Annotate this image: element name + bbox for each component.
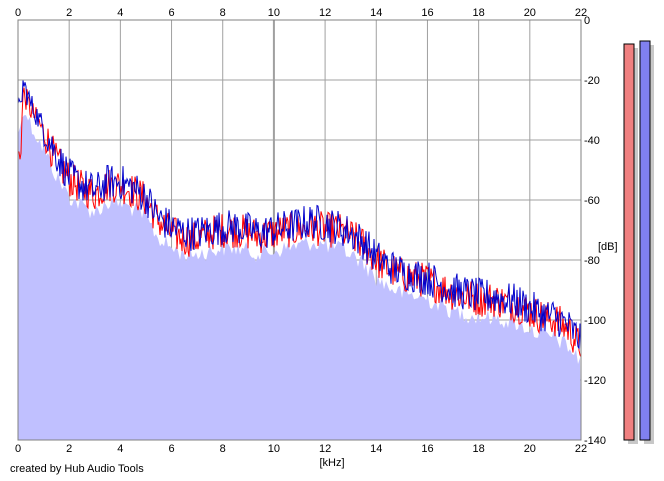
y-tick-label: -40: [584, 135, 600, 147]
x-ticks-top: 0 2 4 6 8 10 12 14 16 18 20 22: [15, 7, 587, 19]
x-tick-label-top: 22: [575, 7, 587, 19]
y-tick-label: -60: [584, 195, 600, 207]
x-tick-label-bottom: 18: [473, 443, 485, 455]
y-tick-label: -120: [584, 375, 606, 387]
x-tick-label-top: 10: [268, 7, 280, 19]
x-tick-label-top: 18: [473, 7, 485, 19]
y-tick-label: 0: [584, 15, 590, 27]
x-tick-label-bottom: 8: [220, 443, 226, 455]
x-tick-label-top: 12: [319, 7, 331, 19]
x-tick-label-top: 14: [370, 7, 382, 19]
x-tick-label-bottom: 10: [268, 443, 280, 455]
meter-left: [623, 43, 635, 441]
x-tick-label-top: 0: [15, 7, 21, 19]
x-tick-label-top: 16: [421, 7, 433, 19]
meter-right: [639, 40, 651, 441]
x-tick-label-bottom: 4: [117, 443, 123, 455]
x-tick-label-top: 20: [524, 7, 536, 19]
x-tick-label-top: 8: [220, 7, 226, 19]
x-tick-label-bottom: 16: [421, 443, 433, 455]
series-right-channel: [17, 80, 582, 350]
x-tick-label-bottom: 14: [370, 443, 382, 455]
x-tick-label-bottom: 6: [168, 443, 174, 455]
x-tick-label-bottom: 0: [15, 443, 21, 455]
x-tick-label-bottom: 22: [575, 443, 587, 455]
x-axis-label: [kHz]: [319, 457, 344, 469]
footer-credit: created by Hub Audio Tools: [10, 463, 144, 475]
y-ticks: 0 -20 -40 -60 -80 -100 -120 -140: [584, 15, 606, 447]
x-ticks-bottom: 0 2 4 6 8 10 12 14 16 18 20 22: [15, 443, 587, 455]
x-tick-label-bottom: 20: [524, 443, 536, 455]
series-lines: [17, 80, 582, 357]
x-tick-label-bottom: 2: [66, 443, 72, 455]
plot-frame: [17, 19, 582, 441]
spectrum-fill: [18, 115, 581, 441]
y-tick-label: -100: [584, 315, 606, 327]
x-tick-label-bottom: 12: [319, 443, 331, 455]
x-tick-label-top: 6: [168, 7, 174, 19]
x-tick-label-top: 4: [117, 7, 123, 19]
y-tick-label: -140: [584, 435, 606, 447]
y-tick-label: -80: [584, 255, 600, 267]
level-meters: [623, 40, 654, 444]
y-axis-label: [dB]: [598, 241, 618, 253]
x-tick-label-top: 2: [66, 7, 72, 19]
y-tick-label: -20: [584, 75, 600, 87]
